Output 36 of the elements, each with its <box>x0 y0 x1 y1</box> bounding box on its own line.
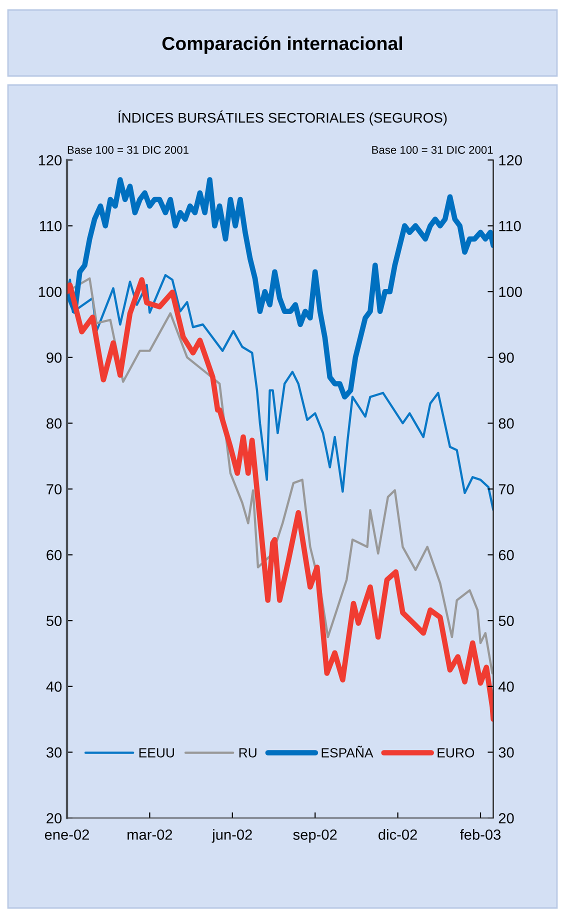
text: Base 100 = 31 DIC 2001 <box>372 146 493 154</box>
y-tick-label: 60 <box>46 550 62 560</box>
y-tick-label: 50 <box>46 616 62 626</box>
x-tick-label: jun-02 <box>212 829 252 843</box>
chart-subtitle: ÍNDICES BURSÁTILES SECTORIALES (SEGUROS) <box>118 110 447 126</box>
text: Base 100 = 31 DIC 2001 <box>68 146 188 154</box>
y2-tick-label: 30 <box>498 747 514 758</box>
y2-tick-label: 100 <box>499 286 522 298</box>
y2-tick-label: 20 <box>498 813 514 824</box>
y2-tick-label: 60 <box>498 550 514 560</box>
x-tick-label: dic-02 <box>378 829 417 840</box>
y-tick-label: 100 <box>38 286 62 298</box>
y-tick-label: 40 <box>46 682 62 692</box>
y-tick-label: 20 <box>46 813 62 824</box>
y-tick-label: 80 <box>46 418 62 429</box>
y2-tick-label: 90 <box>498 352 514 363</box>
legend-label: EURO <box>438 748 474 758</box>
y-tick-label: 120 <box>38 155 62 166</box>
legend-label: ESPAÑA <box>322 746 374 758</box>
legend-label: EEUU <box>139 748 174 758</box>
x-tick-label: ene-02 <box>44 829 89 840</box>
y-tick-label: 70 <box>46 484 62 494</box>
y2-tick-label: 80 <box>498 418 514 429</box>
y-tick-label: 30 <box>46 747 62 758</box>
y-tick-label: 90 <box>46 352 62 363</box>
y2-tick-label: 110 <box>499 220 521 232</box>
x-tick-label: mar-02 <box>128 829 172 840</box>
legend-label: RU <box>239 748 256 758</box>
y2-tick-label: 50 <box>498 616 514 626</box>
x-tick-label: feb-03 <box>460 829 501 840</box>
y2-tick-label: 70 <box>498 484 514 494</box>
y2-tick-label: 120 <box>499 155 522 166</box>
x-tick-label: sep-02 <box>293 829 337 843</box>
y2-tick-label: 40 <box>498 682 514 692</box>
y-tick-label: 110 <box>40 220 62 232</box>
chart-title: Comparación internacional <box>162 36 402 54</box>
